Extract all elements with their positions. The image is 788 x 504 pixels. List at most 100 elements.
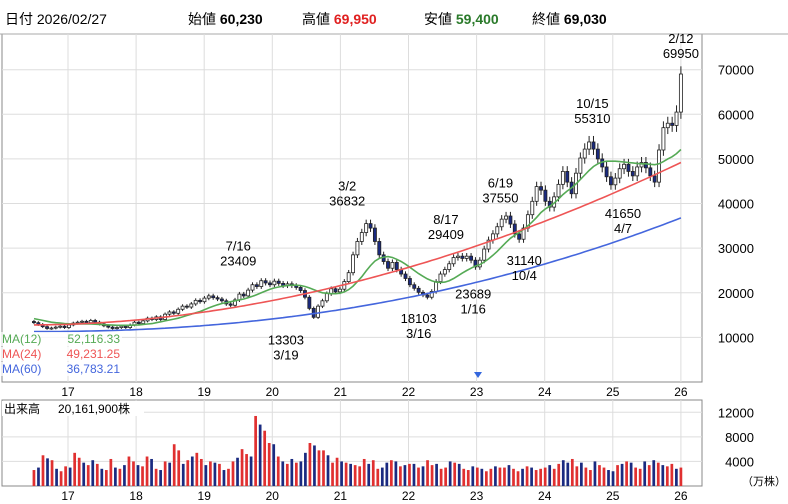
- volume-bar: [480, 468, 484, 486]
- volume-bar: [656, 462, 660, 486]
- volume-bar: [73, 452, 77, 486]
- candle-down: [643, 162, 648, 169]
- open-value: 60,230: [219, 11, 263, 27]
- candle-up: [206, 295, 211, 299]
- candle-up: [447, 263, 452, 270]
- volume-bar: [55, 468, 58, 486]
- volume-bar: [512, 468, 515, 486]
- candle-up: [622, 163, 627, 170]
- ma-legend-value: 36,783.21: [67, 362, 121, 376]
- candle-up: [674, 111, 679, 126]
- candle-down: [263, 280, 268, 284]
- price-x-tick-label: 23: [470, 385, 484, 399]
- volume-bar: [552, 468, 556, 486]
- volume-bar: [136, 465, 140, 486]
- candle-down: [219, 298, 224, 302]
- candle-up: [495, 226, 500, 235]
- candle-down: [268, 282, 272, 286]
- volume-bar: [371, 460, 375, 486]
- candle-up: [355, 241, 360, 256]
- price-x-tick-label: 20: [266, 385, 280, 399]
- candle-down: [32, 321, 36, 324]
- volume-bar: [620, 463, 624, 486]
- volume-bar: [145, 456, 149, 486]
- volume-bar: [589, 470, 592, 486]
- price-y-tick-label: 60000: [718, 107, 754, 122]
- volume-bar: [118, 468, 122, 486]
- volume-bar: [439, 468, 443, 486]
- volume-bar: [154, 468, 158, 486]
- open-label: 始値: [188, 11, 216, 27]
- volume-bar: [177, 450, 181, 486]
- candle-down: [228, 303, 233, 306]
- volume-bar: [652, 460, 656, 486]
- price-x-tick-label: 24: [538, 385, 552, 399]
- volume-x-tick-label: 24: [538, 489, 552, 503]
- candle-up: [560, 171, 565, 185]
- volume-bar: [349, 463, 352, 486]
- candle-up: [429, 291, 434, 298]
- candle-up: [176, 308, 181, 314]
- peak-date-label: 8/17: [433, 212, 458, 227]
- candle-down: [604, 166, 609, 178]
- candle-up: [482, 248, 487, 261]
- candle-up: [119, 325, 124, 328]
- volume-x-tick-label: 19: [198, 489, 212, 503]
- volume-bar: [204, 465, 208, 486]
- volume-bar: [95, 463, 99, 486]
- volume-y-tick-label: 8000: [725, 430, 754, 445]
- volume-bar: [494, 466, 497, 486]
- price-x-tick-label: 17: [61, 385, 75, 399]
- candle-up: [80, 320, 84, 323]
- volume-bar: [385, 462, 389, 486]
- volume-bar: [389, 460, 393, 486]
- candle-up: [167, 311, 172, 315]
- volume-bar: [263, 430, 267, 486]
- candle-up: [246, 289, 251, 297]
- volume-bar: [430, 465, 434, 486]
- trough-date-label: 1/16: [461, 301, 486, 316]
- volume-bar: [412, 463, 416, 486]
- candle-down: [512, 223, 517, 235]
- volume-bar: [543, 467, 547, 486]
- candle-down: [45, 326, 49, 329]
- candle-up: [390, 262, 395, 269]
- volume-bar: [634, 467, 638, 486]
- volume-bar: [607, 470, 610, 486]
- candle-down: [106, 325, 111, 328]
- volume-bar: [643, 461, 647, 486]
- volume-bar: [46, 458, 49, 486]
- candle-up: [193, 299, 198, 305]
- trough-value-label: 31140: [507, 253, 542, 268]
- candle-up: [141, 320, 146, 324]
- volume-bar: [127, 456, 131, 486]
- volume-bar: [394, 461, 398, 486]
- volume-bar: [661, 465, 665, 486]
- peak-value-label: 23409: [220, 254, 256, 269]
- price-x-tick-label: 21: [334, 385, 348, 399]
- volume-bar: [299, 461, 303, 486]
- volume-bar: [344, 462, 348, 486]
- candle-up: [364, 223, 369, 233]
- volume-bar: [104, 470, 108, 486]
- candle-down: [123, 325, 128, 328]
- candle-up: [320, 300, 325, 307]
- ma-legend-value: 49,231.25: [67, 347, 121, 361]
- ma-legend-name: MA(60): [2, 362, 41, 376]
- volume-bar: [602, 467, 606, 486]
- price-y-tick-label: 50000: [718, 152, 754, 167]
- candle-up: [53, 326, 58, 329]
- open-field: 始値 60,230: [188, 9, 263, 29]
- volume-bar: [37, 467, 40, 486]
- volume-bar: [408, 463, 411, 486]
- volume-bar: [209, 461, 212, 486]
- candle-up: [617, 168, 622, 179]
- volume-bar: [308, 443, 312, 486]
- candle-up: [665, 122, 670, 129]
- volume-bar: [267, 443, 271, 486]
- low-value: 59,400: [455, 11, 499, 27]
- candle-down: [211, 295, 216, 299]
- candle-down: [670, 122, 675, 126]
- volume-bar: [665, 466, 669, 486]
- trough-date-label: 3/19: [273, 348, 298, 363]
